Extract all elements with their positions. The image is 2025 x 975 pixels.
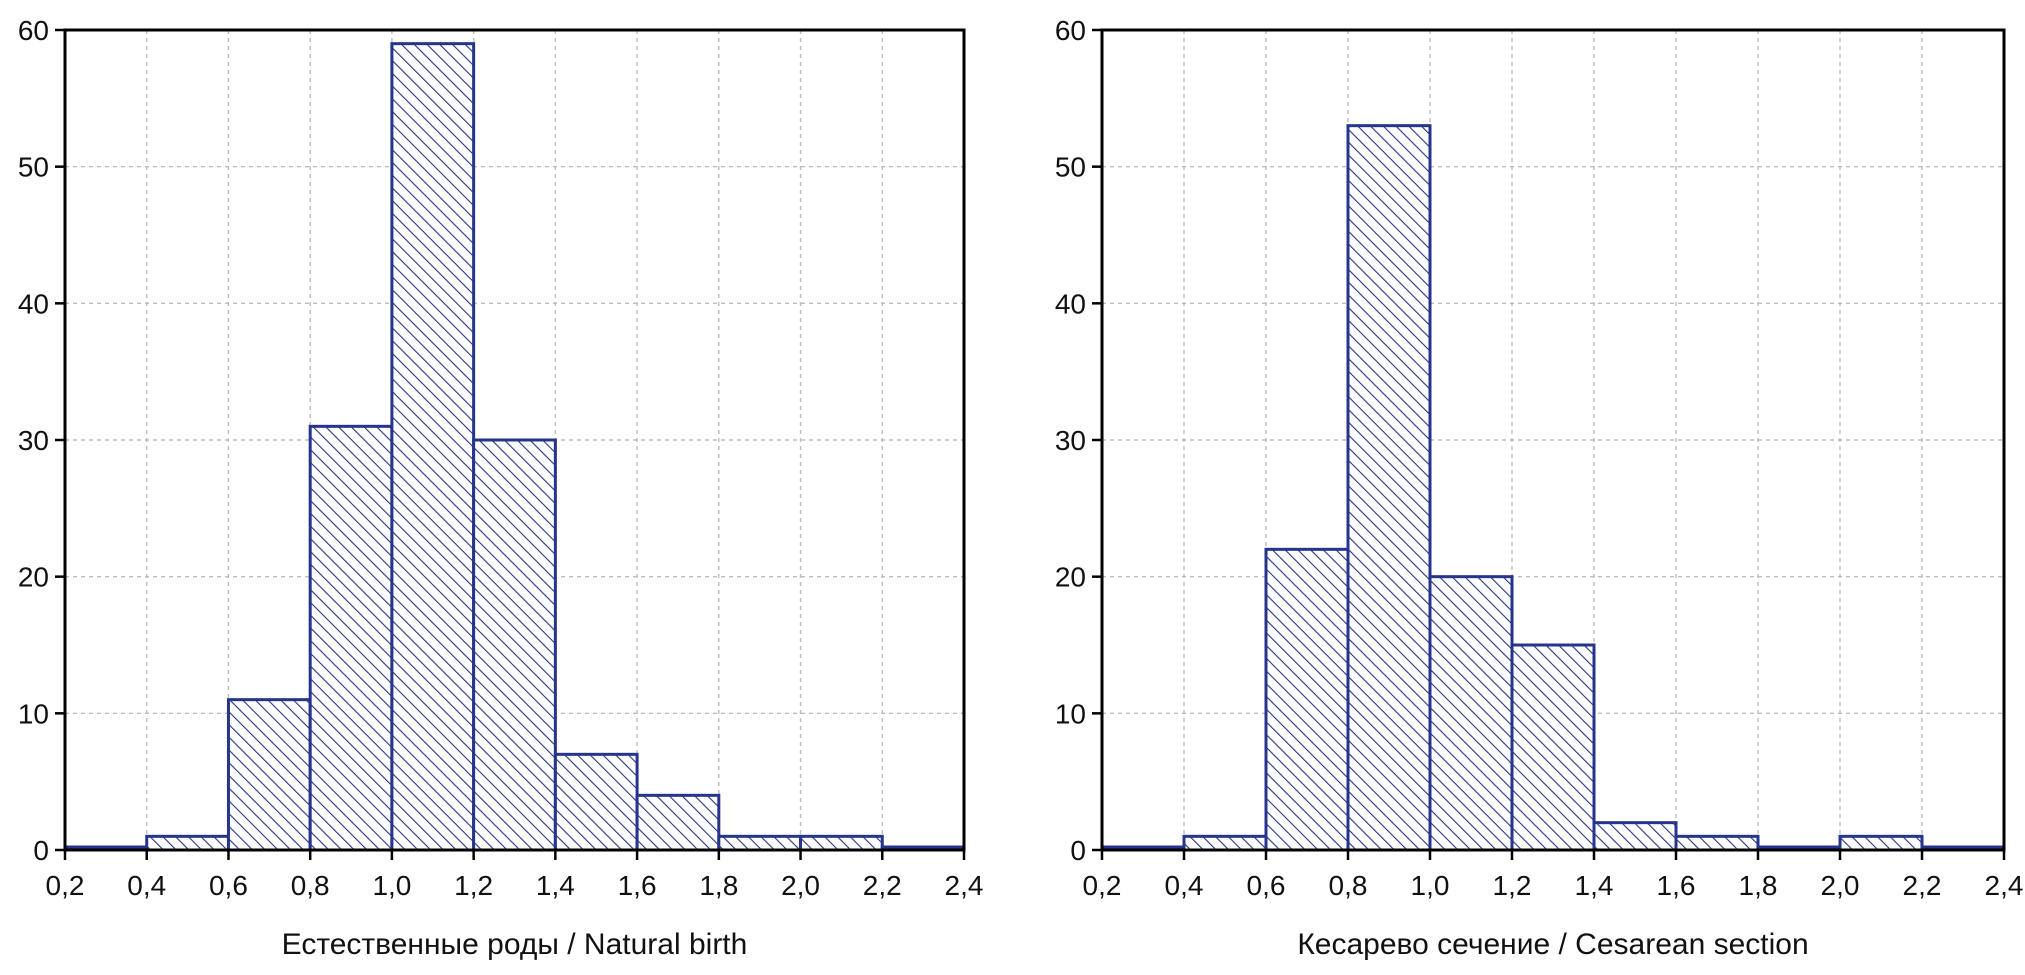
x-tick-label: 1,0 — [372, 870, 411, 901]
histogram-bar — [308, 424, 394, 852]
x-tick-label: 1,2 — [1493, 870, 1532, 901]
histogram-bar — [145, 834, 230, 852]
x-tick-label: 0,4 — [127, 870, 166, 901]
y-tick-label: 10 — [1055, 698, 1086, 729]
x-tick-label: 2,4 — [945, 870, 984, 901]
histogram-bar — [635, 793, 721, 852]
y-tick-label: 30 — [18, 425, 49, 456]
x-tick-label: 1,8 — [1739, 870, 1778, 901]
x-tick-label: 1,6 — [618, 870, 657, 901]
y-tick-label: 30 — [1055, 425, 1086, 456]
x-tick-label: 2,0 — [781, 870, 820, 901]
x-tick-label: 1,4 — [1575, 870, 1614, 901]
x-tick-label: 0,6 — [1247, 870, 1286, 901]
histogram-bar — [1428, 575, 1514, 852]
histogram-cesarean-section: 0,2 0,4 0,6 0,8 1,0 1,2 1,4 1,6 1,8 2,0 2,2 2,4 0 10 2… — [1055, 15, 2024, 901]
x-tick-label: 2,2 — [863, 870, 902, 901]
y-tick-label: 60 — [18, 15, 49, 46]
histogram-bar — [472, 438, 557, 852]
x-axis-label-cesarean-section: Кесарево сечение / Cesarean section — [1297, 928, 1809, 961]
y-tick-label: 0 — [1070, 835, 1086, 866]
y-tick-label: 50 — [1055, 152, 1086, 183]
y-tick-label: 20 — [1055, 562, 1086, 593]
x-tick-label: 1,4 — [536, 870, 575, 901]
x-axis-label-natural-birth: Естественные роды / Natural birth — [281, 928, 748, 961]
y-tick-label: 40 — [18, 288, 49, 319]
x-tick-label: 0,4 — [1165, 870, 1204, 901]
histogram-bar — [1510, 643, 1596, 852]
y-tick-label: 20 — [18, 562, 49, 593]
histogram-bar — [799, 834, 884, 852]
histogram-natural-birth: 0,2 0,4 0,6 0,8 1,0 1,2 1,4 1,6 1,8 2,0 2,2 2,4 0 10 2… — [18, 15, 984, 901]
y-tick-label: 10 — [18, 698, 49, 729]
y-tick-label: 0 — [33, 835, 49, 866]
histogram-bar — [226, 698, 312, 852]
histogram-bar — [1346, 124, 1432, 852]
y-tick-label: 60 — [1055, 15, 1086, 46]
histogram-bar — [1838, 834, 1924, 852]
y-tick-label: 50 — [18, 152, 49, 183]
y-tick-label: 40 — [1055, 288, 1086, 319]
histogram-bar — [1264, 547, 1350, 852]
x-tick-label: 0,8 — [291, 870, 330, 901]
histogram-bar — [390, 42, 476, 852]
x-tick-label: 1,8 — [699, 870, 738, 901]
x-tick-label: 0,6 — [209, 870, 248, 901]
x-tick-label: 1,6 — [1657, 870, 1696, 901]
histogram-bar — [1674, 834, 1760, 852]
x-tick-label: 2,2 — [1903, 870, 1942, 901]
x-tick-label: 1,2 — [454, 870, 493, 901]
histogram-bar — [1592, 821, 1678, 852]
histogram-bar — [553, 752, 639, 852]
x-tick-label: 0,2 — [1083, 870, 1122, 901]
x-tick-label: 2,0 — [1821, 870, 1860, 901]
histogram-bar — [717, 834, 803, 852]
x-tick-label: 1,0 — [1411, 870, 1450, 901]
x-tick-label: 2,4 — [1985, 870, 2024, 901]
histogram-bar — [1182, 834, 1268, 852]
x-tick-label: 0,8 — [1329, 870, 1368, 901]
x-tick-label: 0,2 — [46, 870, 85, 901]
